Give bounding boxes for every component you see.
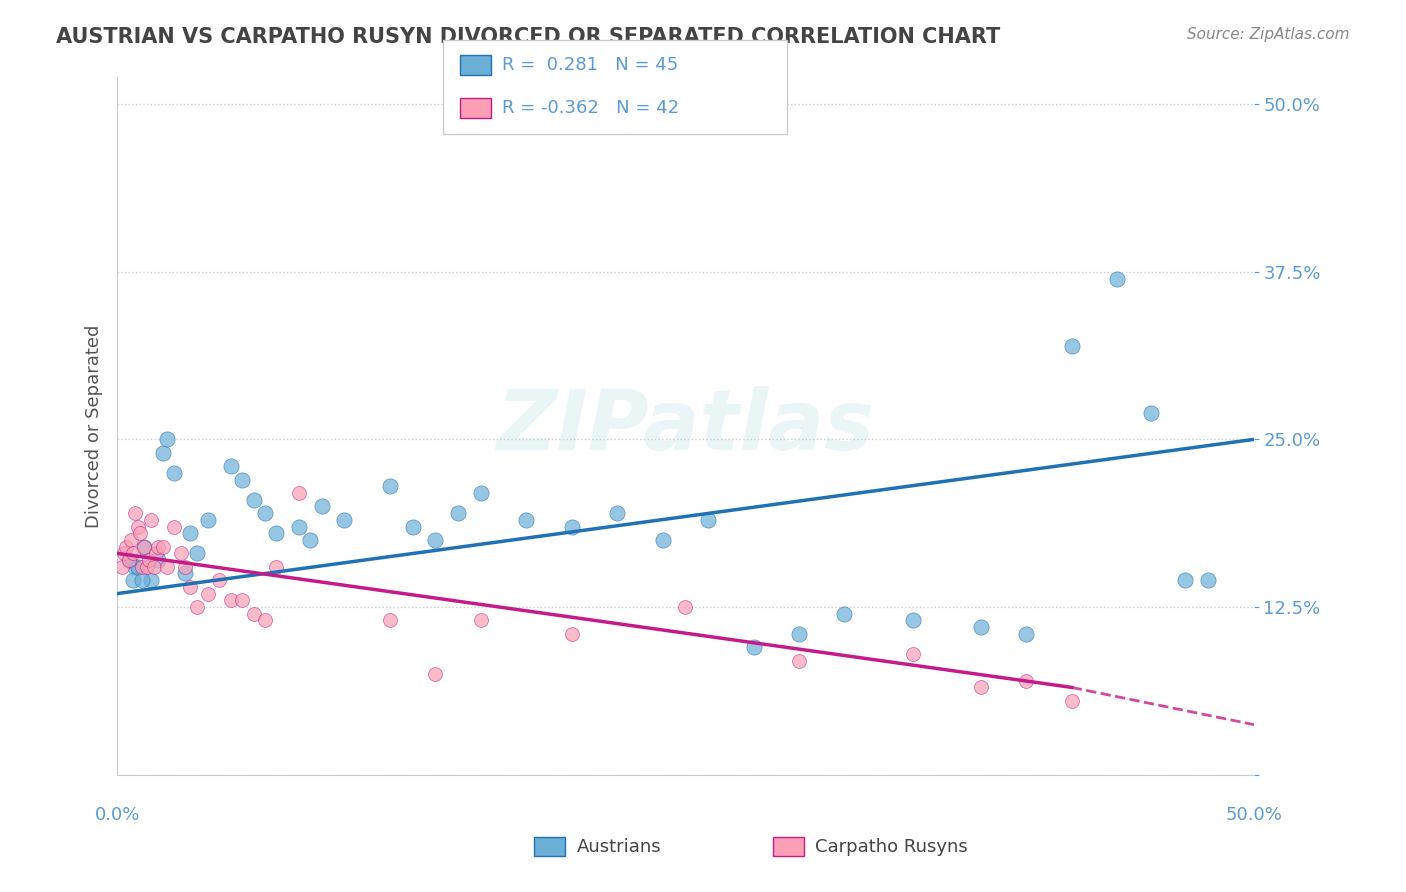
Point: [834, 607, 856, 621]
Point: [970, 681, 993, 695]
Point: [146, 553, 169, 567]
Point: [333, 513, 356, 527]
Point: [142, 559, 165, 574]
Point: [111, 559, 134, 574]
Point: [1015, 627, 1038, 641]
Point: [401, 519, 423, 533]
Point: [138, 553, 160, 567]
Point: [197, 513, 219, 527]
Point: [253, 506, 276, 520]
Point: [174, 559, 197, 574]
Point: [146, 540, 169, 554]
Point: [124, 559, 146, 574]
Point: [115, 540, 138, 554]
Point: [242, 607, 264, 621]
Point: [122, 546, 145, 560]
Point: [425, 667, 447, 681]
Point: [135, 559, 157, 574]
Point: [219, 593, 242, 607]
Y-axis label: Divorced or Separated: Divorced or Separated: [86, 325, 103, 528]
Point: [124, 506, 146, 520]
Point: [606, 506, 628, 520]
Point: [127, 519, 149, 533]
Point: [697, 513, 720, 527]
Point: [1060, 694, 1083, 708]
Point: [141, 573, 163, 587]
Point: [131, 559, 153, 574]
Point: [1197, 573, 1219, 587]
Point: [152, 446, 174, 460]
Point: [561, 519, 583, 533]
Point: [425, 533, 447, 547]
Point: [231, 593, 253, 607]
Text: Austrians: Austrians: [576, 838, 661, 855]
Text: R = -0.362   N = 42: R = -0.362 N = 42: [502, 99, 679, 117]
Point: [120, 533, 142, 547]
Point: [231, 473, 253, 487]
Point: [117, 553, 139, 567]
Point: [787, 654, 810, 668]
Point: [787, 627, 810, 641]
Point: [152, 540, 174, 554]
Point: [219, 459, 242, 474]
Point: [179, 580, 201, 594]
Text: ZIPatlas: ZIPatlas: [496, 385, 875, 467]
Point: [156, 559, 179, 574]
Point: [266, 559, 288, 574]
Point: [515, 513, 537, 527]
Point: [134, 540, 156, 554]
Point: [311, 500, 333, 514]
Point: [288, 519, 311, 533]
Text: Source: ZipAtlas.com: Source: ZipAtlas.com: [1187, 27, 1350, 42]
Point: [1107, 271, 1129, 285]
Point: [1015, 673, 1038, 688]
Point: [141, 513, 163, 527]
Point: [651, 533, 673, 547]
Point: [208, 573, 231, 587]
Point: [742, 640, 765, 655]
Point: [163, 466, 186, 480]
Text: AUSTRIAN VS CARPATHO RUSYN DIVORCED OR SEPARATED CORRELATION CHART: AUSTRIAN VS CARPATHO RUSYN DIVORCED OR S…: [56, 27, 1001, 46]
Point: [288, 486, 311, 500]
Text: 0.0%: 0.0%: [94, 806, 139, 824]
Point: [156, 433, 179, 447]
Point: [179, 526, 201, 541]
Point: [163, 519, 186, 533]
Text: Carpatho Rusyns: Carpatho Rusyns: [815, 838, 969, 855]
Point: [117, 553, 139, 567]
Point: [186, 599, 208, 614]
Point: [901, 614, 924, 628]
Point: [129, 526, 152, 541]
Point: [127, 559, 149, 574]
Point: [174, 566, 197, 581]
Point: [1174, 573, 1197, 587]
Point: [470, 486, 492, 500]
Point: [378, 479, 401, 493]
Point: [112, 546, 135, 560]
Point: [131, 573, 153, 587]
Point: [122, 573, 145, 587]
Point: [170, 546, 193, 560]
Point: [1060, 338, 1083, 352]
Point: [145, 546, 167, 560]
Point: [197, 586, 219, 600]
Point: [970, 620, 993, 634]
Point: [673, 599, 696, 614]
Point: [561, 627, 583, 641]
Text: 50.0%: 50.0%: [1225, 806, 1282, 824]
Point: [901, 647, 924, 661]
Point: [470, 614, 492, 628]
Point: [134, 540, 156, 554]
Point: [1140, 406, 1163, 420]
Point: [242, 492, 264, 507]
Point: [186, 546, 208, 560]
Point: [447, 506, 470, 520]
Point: [253, 614, 276, 628]
Text: R =  0.281   N = 45: R = 0.281 N = 45: [502, 56, 678, 74]
Point: [266, 526, 288, 541]
Point: [299, 533, 322, 547]
Point: [378, 614, 401, 628]
